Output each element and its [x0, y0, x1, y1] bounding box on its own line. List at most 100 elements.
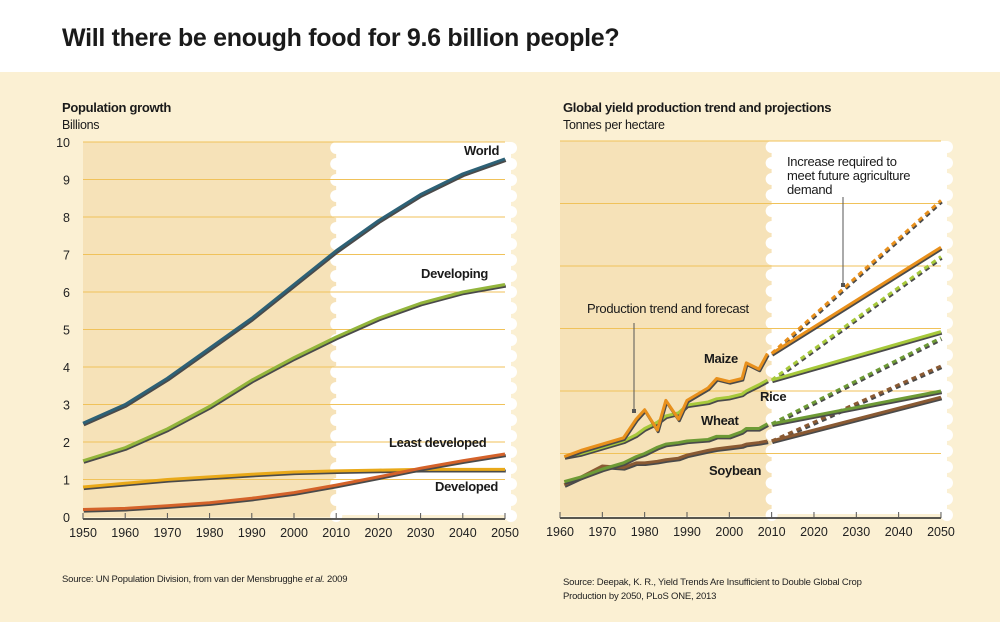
x-tick-label: 1950	[69, 526, 97, 540]
label-least-developed: Least developed	[389, 435, 487, 450]
scallop-edge	[765, 381, 778, 393]
scallop-edge	[505, 478, 517, 490]
scallop-edge	[505, 350, 517, 362]
scallop-edge	[940, 317, 953, 329]
historical-maize	[563, 352, 769, 459]
required-soybean-shadow	[771, 366, 943, 444]
scallop-edge	[765, 429, 778, 441]
x-tick-label: 2020	[800, 525, 828, 539]
label-developed: Developed	[435, 479, 499, 494]
scallop-edge	[940, 221, 953, 233]
line-least-developed-shadow	[83, 454, 507, 513]
annotation-trend: Production trend and forecast	[587, 301, 749, 316]
trend-wheat-shadow	[772, 391, 943, 427]
scallop-edge	[505, 462, 517, 474]
line-world	[82, 157, 506, 425]
scallop-edge	[765, 333, 778, 345]
historical-soybean-shadow	[564, 441, 769, 488]
scallop-edge	[940, 509, 953, 521]
scallop-edge	[505, 286, 517, 298]
scallop-edge	[765, 365, 778, 377]
x-tick-label: 1970	[153, 526, 181, 540]
scallop-edge	[330, 158, 343, 170]
x-tick-label: 2020	[364, 526, 392, 540]
scallop-edge	[330, 222, 343, 234]
x-tick-label: 2050	[491, 526, 519, 540]
scallop-edge	[505, 158, 517, 170]
trend-maize	[770, 245, 942, 355]
y-tick-label: 3	[63, 399, 70, 413]
label-world: World	[464, 143, 500, 158]
line-developing-shadow	[83, 284, 507, 464]
x-tick-label: 1990	[238, 526, 266, 540]
required-soybean	[771, 364, 942, 443]
x-tick-label: 1980	[631, 525, 659, 539]
population-chart-title: Population growth	[62, 100, 171, 115]
required-maize-shadow	[771, 200, 943, 357]
scallop-edge	[330, 446, 343, 458]
x-tick-label: 2040	[885, 525, 913, 539]
annotation-required-line: Increase required to	[787, 154, 897, 169]
label-developing: Developing	[421, 266, 489, 281]
scallop-edge	[765, 317, 778, 329]
scallop-edge	[765, 253, 778, 265]
line-world-shadow	[83, 159, 507, 427]
y-tick-label: 6	[63, 286, 70, 300]
x-tick-label: 2050	[927, 525, 955, 539]
scallop-edge	[765, 141, 778, 153]
scallop-edge	[940, 205, 953, 217]
scallop-edge	[940, 269, 953, 281]
x-tick-label: 1960	[546, 525, 574, 539]
yield-chart-title: Global yield production trend and projec…	[563, 100, 832, 115]
label-rice: Rice	[760, 389, 787, 404]
y-tick-label: 10	[56, 136, 70, 150]
y-tick-label: 8	[63, 211, 70, 225]
line-least-developed	[82, 452, 506, 511]
source-line: Production by 2050, PLoS ONE, 2013	[563, 591, 717, 602]
scallop-edge	[505, 270, 517, 282]
scallop-edge	[330, 382, 343, 394]
required-rice	[770, 255, 942, 382]
line-developed-shadow	[83, 469, 506, 491]
annotation-required: Increase required to meet future agricul…	[787, 155, 910, 197]
required-wheat	[770, 336, 942, 426]
required-wheat-shadow	[771, 338, 943, 427]
scallop-edge	[765, 397, 778, 409]
scallop-edge	[505, 318, 517, 330]
scallop-edge	[505, 510, 517, 522]
scallop-edge	[940, 173, 953, 185]
source-text: Source: UN Population Division, from van…	[62, 574, 303, 585]
scallop-edge	[940, 237, 953, 249]
scallop-edge	[765, 205, 778, 217]
scallop-edge	[940, 365, 953, 377]
scallop-edge	[505, 174, 517, 186]
x-tick-label: 2000	[715, 525, 743, 539]
scallop-edge	[330, 302, 343, 314]
scallop-edge	[505, 206, 517, 218]
line-developing	[82, 283, 506, 463]
scallop-edge	[940, 349, 953, 361]
scallop-edge	[940, 429, 953, 441]
scallop-edge	[330, 206, 343, 218]
yield-source: Source: Deepak, K. R., Yield Trends Are …	[563, 576, 862, 604]
page-title: Will there be enough food for 9.6 billio…	[62, 24, 620, 52]
scallop-edge	[330, 350, 343, 362]
label-soybean: Soybean	[709, 463, 762, 478]
x-tick-label: 1990	[673, 525, 701, 539]
annotation-required-line: meet future agriculture	[787, 168, 911, 183]
scallop-edge	[505, 414, 517, 426]
label-maize: Maize	[704, 351, 738, 366]
scallop-edge	[940, 397, 953, 409]
annotation-trend-marker	[632, 409, 636, 413]
scallop-edge	[505, 302, 517, 314]
historical-wheat-shadow	[564, 424, 769, 485]
scallop-edge	[330, 270, 343, 282]
scallop-edge	[940, 477, 953, 489]
x-tick-label: 2010	[322, 526, 350, 540]
y-tick-label: 7	[63, 249, 70, 263]
scallop-edge	[765, 173, 778, 185]
y-tick-label: 5	[63, 324, 70, 338]
x-tick-label: 1980	[196, 526, 224, 540]
scallop-edge	[765, 157, 778, 169]
scallop-edge	[330, 142, 343, 154]
